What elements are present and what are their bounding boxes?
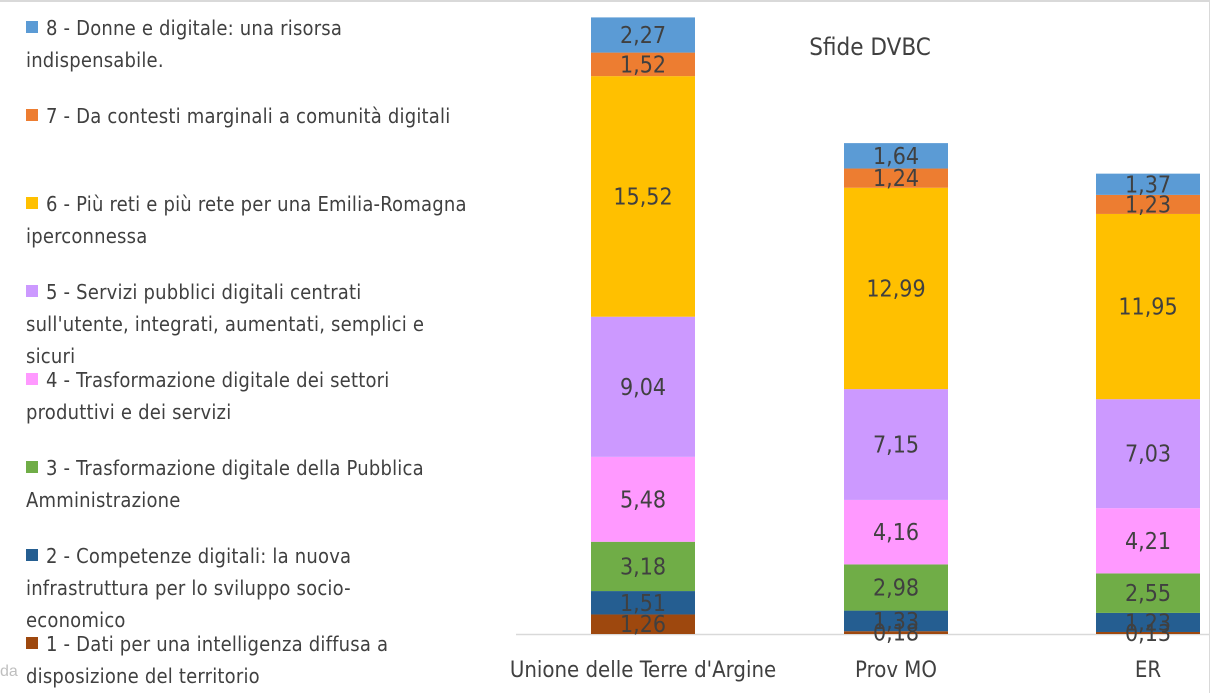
bar-segment — [591, 591, 695, 615]
data-label: 9,04 — [620, 375, 666, 401]
bar-segment — [1096, 173, 1200, 195]
data-label: 4,16 — [873, 520, 919, 546]
data-label: 2,98 — [873, 576, 919, 602]
chart-title: Sfide DVBC — [809, 33, 931, 61]
data-label: 1,24 — [873, 166, 919, 192]
legend-swatch — [26, 461, 38, 473]
data-label: 2,55 — [1125, 581, 1171, 607]
data-label: 3,18 — [620, 554, 666, 580]
bar-segment — [591, 541, 695, 592]
legend-label: 8 - Donne e digitale: una risorsa indispe… — [26, 12, 343, 76]
legend-swatch — [26, 21, 38, 33]
bar-segment — [844, 499, 948, 565]
data-label: 1,26 — [620, 612, 666, 638]
legend-label-line: 3 - Trasformazione digitale della Pubbli… — [46, 456, 424, 480]
legend-swatch — [26, 197, 38, 209]
bar-segment — [1096, 508, 1200, 574]
bar-segment — [844, 389, 948, 500]
bar-segment — [1096, 194, 1200, 214]
data-label: 2,27 — [620, 23, 666, 49]
legend: 8 - Donne e digitale: una risorsa indispe… — [26, 12, 496, 692]
legend-label-line: 4 - Trasformazione digitale dei settori — [46, 368, 390, 392]
data-label: 1,52 — [620, 52, 666, 78]
legend-swatch — [26, 637, 38, 649]
legend-label-line: infrastruttura per lo sviluppo socio- — [26, 576, 351, 600]
legend-item: 7 - Da contesti marginali a comunità dig… — [26, 100, 496, 132]
legend-label-line: 7 - Da contesti marginali a comunità dig… — [46, 104, 451, 128]
legend-label-line: economico — [26, 608, 126, 632]
bar-segment — [591, 614, 695, 634]
legend-label-line: indispensabile. — [26, 48, 164, 72]
bar-segment — [1096, 631, 1200, 634]
data-label: 11,95 — [1118, 295, 1177, 321]
legend-swatch — [26, 549, 38, 561]
legend-label-line: 6 - Più reti e più rete per una Emilia-R… — [46, 192, 467, 216]
legend-label-line: produttivi e dei servizi — [26, 400, 232, 424]
data-label: 15,52 — [613, 184, 672, 210]
data-label: 12,99 — [866, 276, 925, 302]
bar-segment — [844, 631, 948, 634]
legend-label: 7 - Da contesti marginali a comunità dig… — [46, 100, 450, 132]
bar-segment — [844, 610, 948, 632]
legend-swatch — [26, 109, 38, 121]
data-label: 5,48 — [620, 487, 666, 513]
data-label: 1,51 — [620, 591, 666, 617]
category-label: Prov MO — [855, 658, 937, 683]
bar-segment — [1096, 399, 1200, 509]
data-label: 1,37 — [1125, 172, 1171, 198]
data-label: 1,23 — [1125, 192, 1171, 218]
legend-label-line: 8 - Donne e digitale: una risorsa — [46, 16, 343, 40]
bar-segment — [1096, 612, 1200, 632]
legend-item: 2 - Competenze digitali: la nuova infrast… — [26, 540, 496, 636]
legend-label-line: sicuri — [26, 344, 76, 368]
legend-item: 5 - Servizi pubblici digitali centrati su… — [26, 276, 496, 372]
bar-segment — [591, 456, 695, 542]
legend-swatch — [26, 373, 38, 385]
bar-segment — [591, 52, 695, 77]
bar-segment — [1096, 213, 1200, 400]
category-label: ER — [1135, 658, 1162, 683]
legend-label-line: disposizione del territorio — [26, 664, 260, 688]
legend-label-line: 2 - Competenze digitali: la nuova — [46, 544, 352, 568]
bar-segment — [844, 187, 948, 390]
legend-label-line: Amministrazione — [26, 488, 181, 512]
legend-label-line: iperconnessa — [26, 224, 148, 248]
bar-segment — [844, 564, 948, 611]
bar-segment — [844, 143, 948, 169]
bar-segment — [1096, 573, 1200, 613]
category-label: Unione delle Terre d'Argine — [510, 658, 776, 683]
bar-segment — [844, 168, 948, 188]
legend-label: 2 - Competenze digitali: la nuova infrast… — [26, 540, 352, 636]
data-label: 0,18 — [873, 621, 919, 647]
data-label: 0,13 — [1125, 621, 1171, 647]
data-label: 1,64 — [873, 144, 919, 170]
legend-item: 6 - Più reti e più rete per una Emilia-R… — [26, 188, 496, 252]
data-label: 7,15 — [873, 433, 919, 459]
legend-label: 4 - Trasformazione digitale dei settori p… — [26, 364, 390, 428]
data-label: 4,21 — [1125, 529, 1171, 555]
data-label: 7,03 — [1125, 442, 1171, 468]
frame-top-border — [0, 0, 1210, 2]
legend-item: 3 - Trasformazione digitale della Pubbli… — [26, 452, 496, 516]
data-label: 1,23 — [1125, 610, 1171, 636]
legend-item: 1 - Dati per una intelligenza diffusa a d… — [26, 628, 496, 692]
legend-label: 5 - Servizi pubblici digitali centrati su… — [26, 276, 424, 372]
legend-label-line: 5 - Servizi pubblici digitali centrati — [46, 280, 362, 304]
legend-label-line: 1 - Dati per una intelligenza diffusa a — [46, 632, 389, 656]
legend-item: 8 - Donne e digitale: una risorsa indispe… — [26, 12, 496, 76]
legend-label: 3 - Trasformazione digitale della Pubbli… — [26, 452, 424, 516]
bar-segment — [591, 316, 695, 457]
corner-text: da — [0, 663, 18, 680]
bar-segment — [591, 76, 695, 317]
data-label: 1,33 — [873, 609, 919, 635]
legend-label-line: sull'utente, integrati, aumentati, sempl… — [26, 312, 425, 336]
legend-swatch — [26, 285, 38, 297]
legend-label: 6 - Più reti e più rete per una Emilia-R… — [26, 188, 467, 252]
bar-segment — [591, 17, 695, 53]
legend-label: 1 - Dati per una intelligenza diffusa a d… — [26, 628, 389, 692]
legend-item: 4 - Trasformazione digitale dei settori p… — [26, 364, 496, 428]
